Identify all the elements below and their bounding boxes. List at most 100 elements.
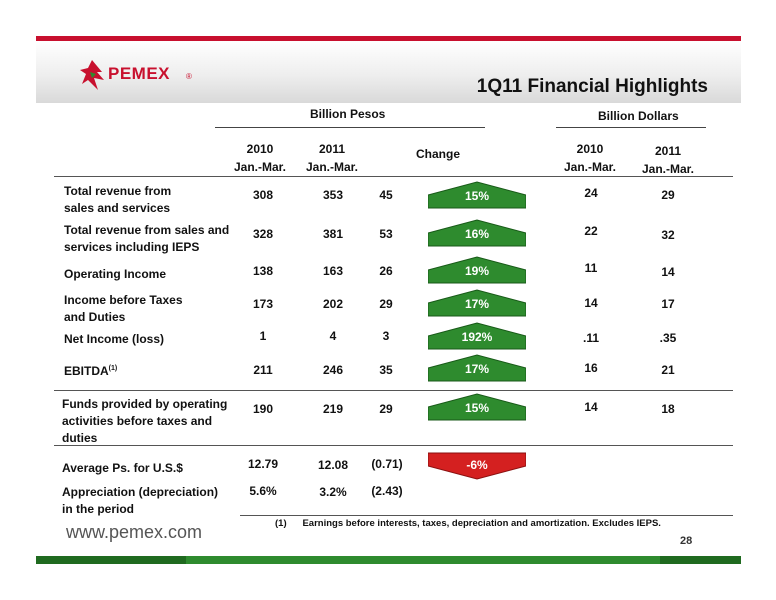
cell-p2011: 353 [322, 188, 344, 202]
col-dollars-2011: 2011 Jan.-Mar. [638, 142, 698, 178]
cell-d2011: .35 [659, 331, 677, 345]
cell-d2011: 17 [661, 297, 675, 311]
top-red-bar [36, 36, 741, 41]
cell-fx-change: (0.71) [371, 457, 403, 471]
col-year: 2010 [576, 142, 604, 156]
footnote-text: Earnings before interests, taxes, deprec… [302, 518, 661, 529]
col-dollars-2010: 2010 Jan.-Mar. [560, 140, 620, 176]
logo-text: PEMEX [108, 64, 171, 83]
cell-p2011: 381 [322, 227, 344, 241]
cell-p2010: 1 [259, 329, 267, 343]
cell-d2010: 14 [584, 400, 598, 414]
bottom-green-bar [36, 556, 741, 564]
label-line: sales and services [64, 201, 171, 215]
row-label-total-revenue-ieps: Total revenue from sales and services inc… [64, 222, 229, 256]
dollars-underline [556, 127, 706, 128]
cell-d2010: 14 [584, 296, 598, 310]
label-line: Funds provided by operating [62, 397, 228, 411]
up-arrow-icon [428, 181, 526, 209]
page-title: 1Q11 Financial Highlights [476, 76, 708, 97]
cell-p2011: 4 [329, 329, 337, 343]
cell-fx-2010: 12.79 [247, 457, 279, 471]
col-period: Jan.-Mar. [305, 160, 359, 174]
cell-d2010: 11 [584, 261, 598, 275]
cell-pct: 19% [464, 264, 490, 278]
cell-change: 3 [382, 329, 390, 343]
cell-d2011: 18 [661, 402, 675, 416]
logo-registered-mark: ® [186, 72, 192, 81]
cell-change: 29 [379, 402, 393, 416]
cell-fx-2011: 12.08 [317, 458, 349, 472]
col-period: Jan.-Mar. [563, 160, 617, 174]
label-line: services including IEPS [64, 240, 200, 254]
col-year: 2010 [246, 142, 274, 156]
up-arrow-icon [428, 354, 526, 382]
cell-d2010: 22 [584, 224, 598, 238]
cell-app-change: (2.43) [371, 484, 403, 498]
bottom-bar-dark-left [36, 556, 186, 564]
label-line: duties [62, 431, 98, 445]
up-arrow-icon [428, 256, 526, 284]
row-label-funds: Funds provided by operating activities b… [62, 396, 227, 447]
up-arrow-icon [428, 289, 526, 317]
cell-p2010: 173 [252, 297, 274, 311]
cell-change: 29 [379, 297, 393, 311]
label-line: Total revenue from [64, 184, 172, 198]
cell-fx-pct: -6% [466, 458, 488, 472]
cell-change: 35 [379, 363, 393, 377]
cell-d2011: 14 [661, 265, 675, 279]
cell-p2011: 163 [322, 264, 344, 278]
cell-app-2010: 5.6% [249, 484, 277, 498]
table-top-rule [54, 176, 733, 177]
label-line: Income before Taxes [64, 293, 183, 307]
col-pesos-2010: 2010 Jan.-Mar. [230, 140, 290, 176]
col-pesos-2011: 2011 Jan.-Mar. [302, 140, 362, 176]
cell-pct: 192% [461, 330, 493, 344]
row-label-appreciation: Appreciation (depreciation) in the perio… [62, 484, 218, 518]
col-year: 2011 [654, 144, 682, 158]
cell-pct: 17% [464, 362, 490, 376]
bottom-bar-dark-right [660, 556, 741, 564]
footnote-rule [240, 515, 733, 516]
pemex-eagle-icon [80, 60, 104, 90]
col-period: Jan.-Mar. [233, 160, 287, 174]
cell-p2010: 308 [252, 188, 274, 202]
cell-p2010: 190 [252, 402, 274, 416]
row-label-average-fx: Average Ps. for U.S.$ [62, 461, 183, 475]
table-mid-rule [54, 390, 733, 391]
row-label-operating-income: Operating Income [64, 267, 167, 281]
cell-change: 26 [379, 264, 393, 278]
row-label-income-before-taxes: Income before Taxes and Duties [64, 292, 183, 326]
label-line: activities before taxes and [62, 414, 213, 428]
cell-d2010: 24 [584, 186, 598, 200]
cell-change: 53 [379, 227, 393, 241]
label-line: EBITDA [64, 364, 109, 378]
footnote-marker: (1) [108, 365, 118, 372]
website-url[interactable]: www.pemex.com [66, 522, 203, 542]
cell-p2010: 211 [253, 363, 273, 377]
label-line: Appreciation (depreciation) [62, 485, 219, 499]
label-line: in the period [62, 502, 134, 516]
footnote-number: (1) [275, 518, 287, 529]
cell-pct: 15% [464, 189, 490, 203]
cell-app-2011: 3.2% [319, 485, 347, 499]
cell-change: 45 [379, 188, 393, 202]
page-number: 28 [680, 535, 693, 547]
up-arrow-icon [428, 322, 526, 350]
table-lower-rule [54, 445, 733, 446]
cell-p2011: 246 [322, 363, 344, 377]
cell-d2011: 32 [661, 228, 675, 242]
row-label-ebitda: EBITDA(1) [64, 360, 117, 380]
cell-pct: 17% [464, 297, 490, 311]
col-year: 2011 [318, 142, 346, 156]
cell-d2010: 16 [584, 361, 598, 375]
label-line: and Duties [64, 310, 126, 324]
cell-p2011: 219 [322, 402, 344, 416]
up-arrow-icon [428, 219, 526, 247]
cell-p2010: 138 [252, 264, 274, 278]
cell-d2010: .11 [582, 331, 600, 345]
row-label-net-income: Net Income (loss) [64, 332, 165, 346]
group-billion-dollars: Billion Dollars [598, 109, 679, 123]
col-period: Jan.-Mar. [641, 162, 695, 176]
group-billion-pesos: Billion Pesos [310, 107, 386, 121]
